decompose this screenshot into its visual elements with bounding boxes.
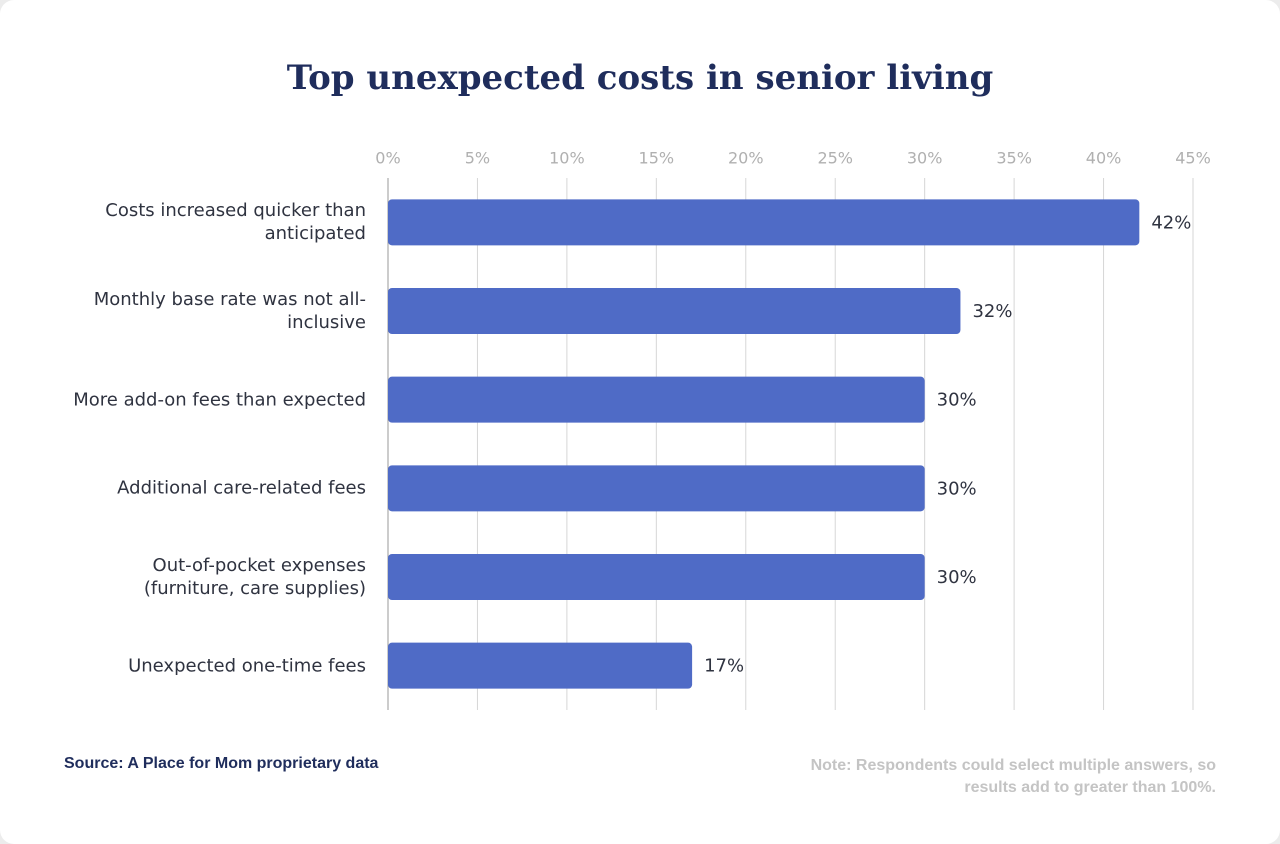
note: Note: Respondents could select multiple … <box>810 757 1216 796</box>
bar <box>388 554 925 600</box>
value-label: 32% <box>972 301 1012 322</box>
bar <box>388 376 925 423</box>
value-label: 30% <box>937 390 977 411</box>
category-label: Out-of-pocket expenses (furniture, care … <box>143 555 366 599</box>
category-label: Additional care-related fees <box>117 477 366 499</box>
x-tick-label: 45% <box>1175 149 1211 168</box>
bar <box>388 642 693 689</box>
category-label: Costs increased quicker than anticipated <box>105 200 366 245</box>
category-label: More add-on fees than expected <box>73 389 366 411</box>
x-tick-label: 35% <box>996 149 1032 168</box>
x-tick-label: 25% <box>817 149 853 168</box>
x-tick-label: 15% <box>639 149 675 168</box>
value-label: 17% <box>704 656 744 677</box>
bar <box>388 288 961 334</box>
value-label: 30% <box>937 567 977 588</box>
value-label: 30% <box>937 478 977 499</box>
source: Source: A Place for Mom proprietary data <box>64 755 379 772</box>
x-tick-label: 10% <box>549 149 585 168</box>
bar <box>388 199 1140 246</box>
x-tick-label: 0% <box>375 149 400 168</box>
x-tick-label: 20% <box>728 149 764 168</box>
bar <box>388 465 925 512</box>
chart-title: Top unexpected costs in senior living <box>287 58 994 98</box>
x-tick-label: 30% <box>907 149 943 168</box>
value-label: 42% <box>1151 212 1191 233</box>
x-tick-label: 40% <box>1086 149 1122 168</box>
category-label: Monthly base rate was not all-inclusive <box>93 289 366 333</box>
x-tick-label: 5% <box>465 149 490 168</box>
category-label: Unexpected one-time fees <box>128 655 366 677</box>
